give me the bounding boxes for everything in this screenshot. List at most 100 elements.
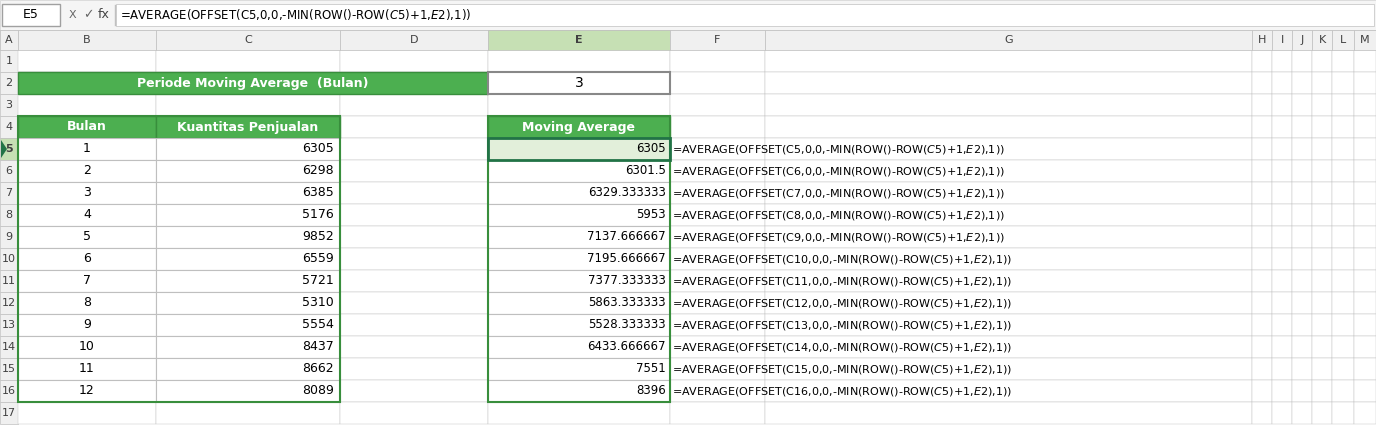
Bar xyxy=(155,314,340,336)
Bar xyxy=(1311,204,1332,226)
Bar xyxy=(18,402,155,424)
Bar xyxy=(0,226,18,248)
Bar xyxy=(670,94,765,116)
Bar xyxy=(1292,248,1311,270)
Bar xyxy=(765,30,1252,50)
Bar xyxy=(1354,314,1376,336)
Text: ✓: ✓ xyxy=(83,9,94,22)
Text: 15: 15 xyxy=(1,364,17,374)
Bar xyxy=(1271,226,1292,248)
Text: 14: 14 xyxy=(1,342,17,352)
Bar xyxy=(18,72,155,94)
Text: 6433.666667: 6433.666667 xyxy=(588,341,666,354)
Bar xyxy=(488,314,670,336)
Bar xyxy=(18,182,155,204)
Bar xyxy=(1271,292,1292,314)
Text: 5: 5 xyxy=(6,144,12,154)
Bar xyxy=(340,314,488,336)
Bar xyxy=(1311,358,1332,380)
Bar xyxy=(1271,160,1292,182)
Bar xyxy=(1332,314,1354,336)
Bar xyxy=(0,182,18,204)
Text: 5176: 5176 xyxy=(303,208,334,221)
Bar xyxy=(1332,402,1354,424)
Bar xyxy=(488,248,670,270)
Bar xyxy=(155,336,340,358)
Bar xyxy=(340,226,488,248)
Bar xyxy=(670,380,765,402)
Bar xyxy=(488,72,670,94)
Bar xyxy=(765,314,1252,336)
Text: 12: 12 xyxy=(1,298,17,308)
Bar xyxy=(1292,50,1311,72)
Text: 5721: 5721 xyxy=(303,274,334,287)
Bar xyxy=(340,94,488,116)
Bar xyxy=(1252,72,1271,94)
Bar xyxy=(18,270,155,292)
Bar xyxy=(0,402,18,424)
Bar xyxy=(488,226,670,248)
Bar xyxy=(0,160,18,182)
Bar xyxy=(18,270,155,292)
Bar xyxy=(488,358,670,380)
Bar xyxy=(155,248,340,270)
Bar xyxy=(0,292,18,314)
Bar xyxy=(488,358,670,380)
Text: 9: 9 xyxy=(6,232,12,242)
Bar xyxy=(1332,138,1354,160)
Bar xyxy=(488,182,670,204)
Bar xyxy=(670,292,765,314)
Bar xyxy=(18,358,155,380)
Bar xyxy=(0,336,18,358)
Bar xyxy=(18,138,155,160)
Bar xyxy=(0,94,18,116)
Text: 6305: 6305 xyxy=(303,142,334,155)
Text: E5: E5 xyxy=(23,9,39,22)
Bar xyxy=(340,402,488,424)
Bar xyxy=(1292,94,1311,116)
Bar xyxy=(765,116,1252,138)
Bar xyxy=(340,30,488,50)
Bar xyxy=(0,30,1376,50)
Bar xyxy=(765,72,1252,94)
Text: X: X xyxy=(69,10,76,20)
Text: B: B xyxy=(83,35,91,45)
Bar xyxy=(1354,226,1376,248)
Bar xyxy=(1252,226,1271,248)
Bar xyxy=(488,336,670,358)
Bar xyxy=(765,380,1252,402)
Bar xyxy=(1332,50,1354,72)
Bar xyxy=(488,116,670,402)
Text: =AVERAGE(OFFSET(C12,0,0,-MIN(ROW()-ROW($C$5)+1,$E$2),1)): =AVERAGE(OFFSET(C12,0,0,-MIN(ROW()-ROW($… xyxy=(671,296,1011,309)
Bar xyxy=(18,380,155,402)
Bar xyxy=(765,160,1252,182)
Bar xyxy=(488,270,670,292)
Text: 2: 2 xyxy=(6,78,12,88)
Text: 7551: 7551 xyxy=(636,362,666,375)
Bar xyxy=(488,336,670,358)
Bar xyxy=(116,4,1375,26)
Text: 1: 1 xyxy=(6,56,12,66)
Bar xyxy=(765,336,1252,358)
Bar xyxy=(1292,138,1311,160)
Bar xyxy=(18,358,155,380)
Bar xyxy=(1332,358,1354,380)
Bar xyxy=(488,116,670,138)
Bar xyxy=(1252,358,1271,380)
Bar xyxy=(1252,248,1271,270)
Bar xyxy=(488,270,670,292)
Bar xyxy=(1311,248,1332,270)
Bar xyxy=(670,226,765,248)
Bar xyxy=(670,270,765,292)
Text: Moving Average: Moving Average xyxy=(523,121,636,134)
Text: 3: 3 xyxy=(6,100,12,110)
Bar xyxy=(1332,292,1354,314)
Bar xyxy=(488,182,670,204)
Bar xyxy=(488,160,670,182)
Bar xyxy=(1252,204,1271,226)
Bar xyxy=(18,116,155,138)
Bar xyxy=(1311,72,1332,94)
Bar xyxy=(155,270,340,292)
Text: 5953: 5953 xyxy=(636,208,666,221)
Bar xyxy=(18,336,155,358)
